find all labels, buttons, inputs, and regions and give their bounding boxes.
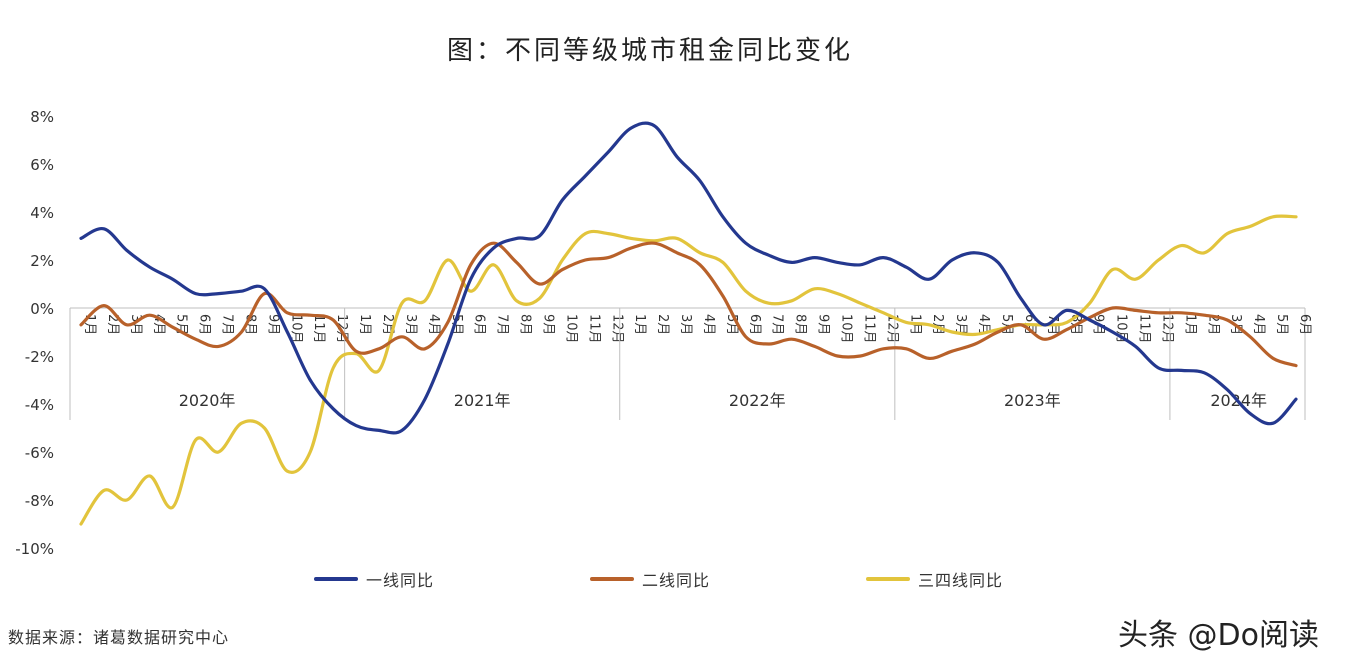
x-tick-label: 1月 <box>357 314 372 335</box>
x-tick-label: 1月 <box>632 314 647 335</box>
series-line-1 <box>79 241 1298 368</box>
x-tick-label: 6月 <box>1297 314 1312 335</box>
x-tick-label: 2月 <box>1205 314 1220 335</box>
legend-item-tier1: 一线同比 <box>314 567 434 591</box>
year-label: 2022年 <box>729 391 786 410</box>
watermark: 头条 @Do阅读 <box>1118 618 1319 653</box>
x-tick-label: 12月 <box>609 314 624 344</box>
x-tick-label: 3月 <box>403 314 418 335</box>
x-tick-label: 8月 <box>793 314 808 335</box>
x-tick-label: 6月 <box>747 314 762 335</box>
x-tick-label: 4月 <box>976 314 991 335</box>
x-tick-label: 5月 <box>1274 314 1289 335</box>
x-tick-label: 7月 <box>495 314 510 335</box>
y-tick-label: 0% <box>30 300 54 318</box>
x-axis: 1月 2月 3月 4月 5月 6月 7月 8月 9月 10月 11月 12月 1月 2月 3月 4月 5月 6月 7… <box>69 307 1312 420</box>
series-line-0 <box>79 121 1298 435</box>
x-tick-label: 11月 <box>861 314 876 344</box>
x-tick-label: 9月 <box>540 314 555 335</box>
x-tick-label: 8月 <box>518 314 533 335</box>
x-tick-label: 6月 <box>472 314 487 335</box>
y-tick-label: -4% <box>25 396 54 414</box>
y-tick-label: 8% <box>30 108 54 126</box>
series-line-2 <box>79 214 1298 526</box>
y-tick-label: -6% <box>25 444 54 462</box>
x-tick-label: 4月 <box>1251 314 1266 335</box>
legend-swatch-tier1 <box>314 577 358 581</box>
legend-label-tier2: 二线同比 <box>642 571 711 590</box>
x-tick-label: 7月 <box>220 314 235 335</box>
x-tick-label: 9月 <box>265 314 280 335</box>
x-tick-label: 2月 <box>105 314 120 335</box>
y-tick-label: -10% <box>15 540 54 558</box>
y-tick-label: -2% <box>25 348 54 366</box>
legend-swatch-tier2 <box>590 577 634 581</box>
x-tick-label: 6月 <box>197 314 212 335</box>
legend-label-tier34: 三四线同比 <box>918 571 1004 590</box>
x-tick-label: 2月 <box>655 314 670 335</box>
x-tick-label: 9月 <box>816 314 831 335</box>
legend-swatch-tier34 <box>866 577 910 581</box>
legend-item-tier2: 二线同比 <box>590 567 710 591</box>
x-tick-label: 1月 <box>1182 314 1197 335</box>
x-tick-label: 11月 <box>1137 314 1152 344</box>
series-lines <box>79 121 1298 526</box>
x-tick-label: 10月 <box>288 314 303 344</box>
x-tick-label: 4月 <box>701 314 716 335</box>
x-tick-label: 4月 <box>426 314 441 335</box>
legend-label-tier1: 一线同比 <box>366 571 435 590</box>
x-tick-label: 11月 <box>311 314 326 344</box>
year-label: 2023年 <box>1004 391 1061 410</box>
x-tick-label: 12月 <box>884 314 899 344</box>
x-tick-label: 8月 <box>242 314 257 335</box>
x-tick-label: 10月 <box>839 314 854 344</box>
x-tick-label: 12月 <box>1159 314 1174 344</box>
x-tick-label: 3月 <box>678 314 693 335</box>
y-tick-label: 6% <box>30 156 54 174</box>
y-tick-label: 2% <box>30 252 54 270</box>
data-source-note: 数据来源：诸葛数据研究中心 <box>8 628 230 647</box>
chart-title: 图：不同等级城市租金同比变化 <box>446 36 853 66</box>
y-tick-label: 4% <box>30 204 54 222</box>
x-tick-label: 10月 <box>563 314 578 344</box>
year-label: 2021年 <box>454 391 511 410</box>
y-tick-label: -8% <box>25 492 54 510</box>
legend-item-tier34: 三四线同比 <box>866 567 1003 591</box>
x-tick-label: 3月 <box>953 314 968 335</box>
y-axis-labels: 8% 6% 4% 2% 0% -2% -4% -6% -8% -10% <box>15 108 54 558</box>
year-label: 2020年 <box>179 391 236 410</box>
x-tick-label: 11月 <box>586 314 601 344</box>
x-tick-label: 7月 <box>770 314 785 335</box>
